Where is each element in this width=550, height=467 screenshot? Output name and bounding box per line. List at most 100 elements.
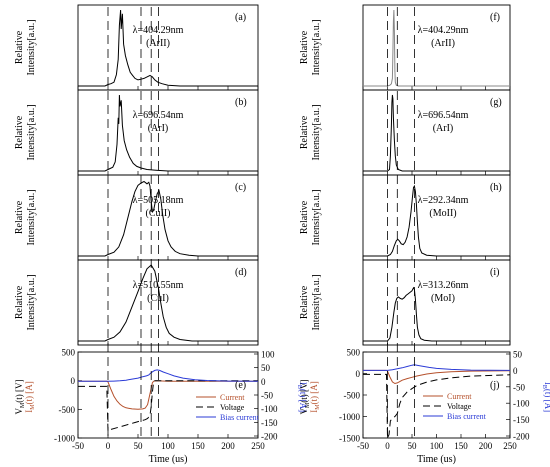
- series-voltage: [363, 373, 511, 439]
- legend-label: Bias current: [447, 412, 487, 421]
- wavelength-label: λ=404.29nm: [418, 25, 469, 36]
- panel-tag: (d): [235, 267, 247, 278]
- panel-g: (g) λ=696.54nm (ArI) Relative Intensity[a.u.…: [299, 89, 511, 176]
- intensity-axis-label: Relative Intensity[a.u.]: [14, 189, 37, 245]
- x-tick-label: 250: [503, 441, 517, 451]
- panel-i: (i) λ=313.26nm (MoI) Relative Intensity[a.u.…: [299, 259, 511, 346]
- panel-tag: (a): [235, 12, 246, 23]
- panel-tag: (e): [235, 380, 246, 391]
- right-tick-label: 50: [261, 363, 271, 373]
- column-2: (f)λ=404.29nm(ArII)Relative Intensity[a.u…: [299, 4, 550, 465]
- time-axis-label: Time (us): [417, 454, 456, 465]
- intensity-label-line2: Intensity[a.u.]: [311, 19, 322, 75]
- panel-tag: (j): [490, 380, 499, 391]
- x-tick-label: 200: [221, 441, 235, 451]
- intensity-axis-label: Relative Intensity[a.u.]: [299, 104, 322, 160]
- intensity-trace: [78, 180, 258, 257]
- x-tick-label: 200: [479, 441, 493, 451]
- intensity-label-line1: Relative: [299, 115, 310, 149]
- voltage-axis-label: VM(t) [V]: [299, 379, 311, 414]
- right-tick-label: -150: [513, 415, 530, 425]
- left-tick-label: 500: [62, 348, 76, 358]
- right-tick-label: -50: [513, 382, 525, 392]
- wavelength-label: λ=696.54nm: [418, 110, 469, 121]
- bias-axis-label: IB(t) [A]: [541, 382, 550, 412]
- left-tick-label: -1500: [339, 434, 360, 444]
- electrical-left-axis-label: VM(t) [V]IM(t) [A]: [299, 379, 321, 414]
- right-tick-label: -50: [261, 391, 273, 401]
- wavelength-label: λ=313.26nm: [418, 280, 469, 291]
- intensity-axis-label: Relative Intensity[a.u.]: [299, 19, 322, 75]
- bias-current-axis-label: IB(t) [A]: [541, 382, 550, 412]
- x-tick-label: 100: [161, 441, 175, 451]
- intensity-trace: [78, 94, 258, 172]
- right-tick-label: -150: [261, 418, 278, 428]
- left-tick-label: 500: [347, 348, 361, 358]
- wavelength-label: λ=505.18nm: [133, 195, 184, 206]
- species-label: (MoII): [429, 208, 456, 219]
- wavelength-label: λ=404.29nm: [133, 25, 184, 36]
- intensity-label-line2: Intensity[a.u.]: [26, 19, 37, 75]
- intensity-label-line1: Relative: [14, 115, 25, 149]
- wavelength-label: λ=292.34nm: [418, 195, 469, 206]
- intensity-trace: [363, 9, 510, 87]
- intensity-label-line1: Relative: [299, 200, 310, 234]
- intensity-label-line1: Relative: [299, 285, 310, 319]
- bias-current-axis-label: IB(t) [A]: [296, 382, 308, 412]
- species-label: (MoI): [431, 293, 455, 304]
- intensity-axis-label: Relative Intensity[a.u.]: [14, 19, 37, 75]
- legend-label: Current: [220, 393, 245, 402]
- bias-axis-label: IB(t) [A]: [296, 382, 308, 412]
- right-tick-label: -100: [513, 399, 530, 409]
- x-tick-label: 50: [134, 441, 144, 451]
- current-axis-label: IM(t) [A]: [309, 381, 321, 413]
- wavelength-label: λ=696.54nm: [133, 110, 184, 121]
- panel-f: (f) λ=404.29nm (ArII) Relative Intensity[a.u…: [299, 4, 511, 91]
- current-axis-label: IM(t) [A]: [24, 381, 36, 413]
- intensity-label-line2: Intensity[a.u.]: [26, 104, 37, 160]
- x-tick-label: 50: [408, 441, 418, 451]
- intensity-label-line1: Relative: [14, 30, 25, 64]
- voltage-axis-label: VM(t) [V]: [14, 379, 26, 414]
- series-bias-current: [78, 369, 259, 382]
- intensity-label-line2: Intensity[a.u.]: [26, 189, 37, 245]
- panel-tag: (i): [490, 267, 499, 278]
- intensity-axis-label: Relative Intensity[a.u.]: [299, 189, 322, 245]
- intensity-label-line2: Intensity[a.u.]: [311, 274, 322, 330]
- intensity-label-line1: Relative: [299, 30, 310, 64]
- right-tick-label: -200: [261, 432, 278, 442]
- intensity-label-line2: Intensity[a.u.]: [311, 189, 322, 245]
- left-tick-label: -1000: [339, 412, 360, 422]
- species-label: (ArI): [148, 123, 169, 134]
- x-tick-label: 0: [106, 441, 111, 451]
- intensity-axis-label: Relative Intensity[a.u.]: [14, 104, 37, 160]
- intensity-trace: [78, 9, 258, 87]
- right-tick-label: 0: [261, 377, 266, 387]
- right-tick-label: 50: [513, 350, 523, 360]
- panel-tag: (h): [490, 182, 502, 193]
- intensity-label-line1: Relative: [14, 200, 25, 234]
- x-tick-label: 250: [251, 441, 265, 451]
- column-1: (a)λ=404.29nm(ArII)RelativeIntensity[a.u…: [14, 4, 308, 465]
- intensity-axis-label: Relative Intensity[a.u.]: [14, 274, 37, 330]
- panel-d: (d) λ=510.55nm (CuI) Relative Intensity[a.u.…: [14, 259, 259, 346]
- intensity-trace: [363, 184, 510, 257]
- x-tick-label: -50: [357, 441, 369, 451]
- species-label: (ArI): [433, 123, 454, 134]
- left-tick-label: 0: [71, 376, 76, 386]
- intensity-trace: [363, 286, 510, 342]
- x-tick-label: 100: [430, 441, 444, 451]
- intensity-label-line2: Intensity[a.u.]: [26, 274, 37, 330]
- left-tick-label: 0: [356, 369, 361, 379]
- legend-label: Voltage: [220, 403, 245, 412]
- legend-label: Voltage: [447, 402, 472, 411]
- panel-c: (c) λ=505.18nm (CuII) Relative Intensity[a.u…: [14, 174, 259, 261]
- series-current: [78, 380, 258, 410]
- legend-label: Current: [447, 392, 472, 401]
- x-tick-label: 0: [385, 441, 390, 451]
- left-tick-label: -500: [59, 405, 76, 415]
- time-axis-label: Time (us): [149, 454, 188, 465]
- panel-tag: (f): [490, 12, 500, 23]
